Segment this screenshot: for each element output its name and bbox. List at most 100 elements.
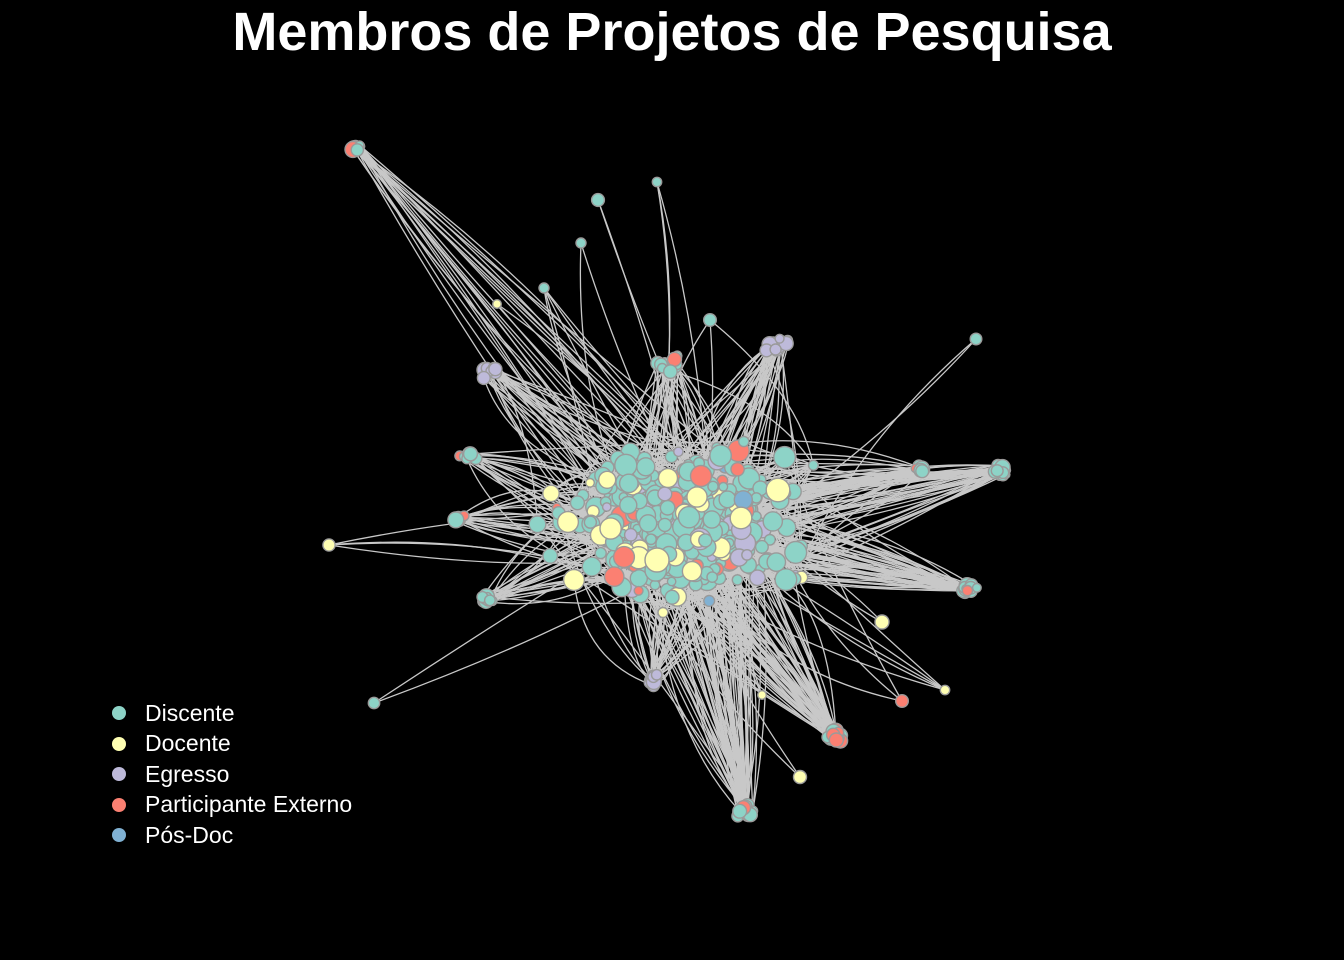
network-node bbox=[350, 143, 365, 157]
legend-swatch-pos-doc bbox=[112, 828, 126, 843]
network-node bbox=[651, 176, 663, 188]
legend-item-egresso: Egresso bbox=[110, 759, 352, 790]
network-node bbox=[754, 539, 769, 554]
network-node bbox=[709, 444, 732, 467]
network-node bbox=[729, 506, 753, 530]
network-node bbox=[322, 538, 336, 552]
legend-label-pos-doc: Pós-Doc bbox=[145, 821, 234, 848]
network-node bbox=[792, 769, 808, 785]
network-edge bbox=[637, 590, 744, 814]
network-node bbox=[741, 549, 753, 561]
network-edge bbox=[765, 350, 803, 547]
network-node bbox=[614, 453, 638, 477]
network-node bbox=[673, 446, 684, 458]
network-node bbox=[542, 547, 559, 564]
network-node bbox=[657, 606, 669, 619]
legend-swatch-discente bbox=[112, 706, 126, 721]
network-node bbox=[718, 481, 729, 492]
network-node bbox=[645, 533, 657, 546]
network-node bbox=[706, 571, 719, 583]
legend-swatch-participante-externo bbox=[112, 797, 126, 812]
network-node bbox=[603, 566, 625, 587]
chart-title: Membros de Projetos de Pesquisa bbox=[232, 2, 1112, 62]
legend-item-docente: Docente bbox=[110, 729, 352, 760]
legend-label-egresso: Egresso bbox=[145, 760, 230, 787]
network-node bbox=[569, 495, 586, 511]
network-node bbox=[483, 594, 496, 607]
network-node bbox=[650, 668, 663, 681]
network-node bbox=[874, 614, 890, 630]
network-edge bbox=[744, 554, 749, 814]
network-node bbox=[599, 517, 622, 540]
legend-label-participante-externo: Participante Externo bbox=[145, 791, 353, 818]
network-node bbox=[638, 514, 658, 533]
network-node bbox=[601, 502, 612, 512]
legend-item-participante-externo: Participante Externo bbox=[110, 790, 352, 821]
network-node bbox=[659, 499, 676, 516]
network-node bbox=[619, 495, 638, 515]
network-node bbox=[367, 696, 381, 710]
network-edge bbox=[795, 338, 977, 575]
network-node bbox=[633, 585, 644, 596]
network-edge bbox=[792, 549, 946, 691]
network-node bbox=[703, 594, 716, 608]
network-node bbox=[663, 364, 678, 379]
network-node bbox=[702, 510, 722, 529]
network-node bbox=[765, 477, 791, 503]
network-edge bbox=[678, 349, 777, 453]
network-node bbox=[666, 576, 677, 587]
network-edge bbox=[784, 457, 967, 590]
network-node bbox=[769, 343, 782, 356]
network-edge bbox=[573, 579, 654, 687]
network-node bbox=[666, 351, 683, 367]
network-node bbox=[538, 282, 550, 294]
network-edge bbox=[549, 555, 832, 739]
legend-swatch-docente bbox=[112, 736, 126, 751]
network-node bbox=[733, 490, 753, 510]
network-node bbox=[644, 547, 670, 573]
legend-label-docente: Docente bbox=[145, 730, 231, 757]
network-node bbox=[657, 517, 672, 533]
network-node bbox=[773, 445, 797, 469]
network-node bbox=[738, 435, 750, 448]
network-node bbox=[766, 552, 787, 572]
network-node bbox=[971, 582, 982, 593]
network-node bbox=[718, 490, 737, 509]
network-node bbox=[590, 192, 606, 208]
network-node bbox=[542, 484, 560, 503]
network-node bbox=[698, 533, 713, 548]
network-node bbox=[623, 527, 638, 542]
network-node bbox=[636, 457, 656, 477]
network-node bbox=[585, 477, 596, 488]
network-node bbox=[657, 467, 679, 489]
network-edge bbox=[455, 519, 608, 538]
network-node bbox=[618, 473, 639, 494]
legend-item-pos-doc: Pós-Doc bbox=[110, 820, 352, 851]
network-node bbox=[657, 486, 673, 502]
network-node bbox=[681, 560, 703, 582]
network-node bbox=[594, 546, 607, 560]
network-node bbox=[583, 515, 598, 529]
network-edge bbox=[747, 458, 923, 473]
network-node bbox=[703, 313, 718, 328]
network-node bbox=[488, 362, 503, 377]
legend-swatch-egresso bbox=[112, 767, 126, 782]
network-node bbox=[969, 332, 983, 346]
network-node bbox=[707, 480, 719, 493]
network-node bbox=[895, 694, 910, 709]
network-node bbox=[774, 333, 785, 344]
network-node bbox=[476, 370, 491, 386]
network-node bbox=[677, 505, 701, 529]
network-edge bbox=[576, 502, 655, 683]
network-node bbox=[575, 237, 587, 249]
network-edge bbox=[696, 565, 903, 702]
network-node bbox=[462, 446, 479, 462]
network-node bbox=[612, 545, 636, 569]
network-node bbox=[528, 515, 547, 534]
network-edge bbox=[458, 489, 578, 518]
network-node bbox=[562, 568, 586, 592]
network-node bbox=[664, 589, 680, 605]
network-node bbox=[689, 464, 713, 488]
network-edge bbox=[328, 541, 633, 592]
